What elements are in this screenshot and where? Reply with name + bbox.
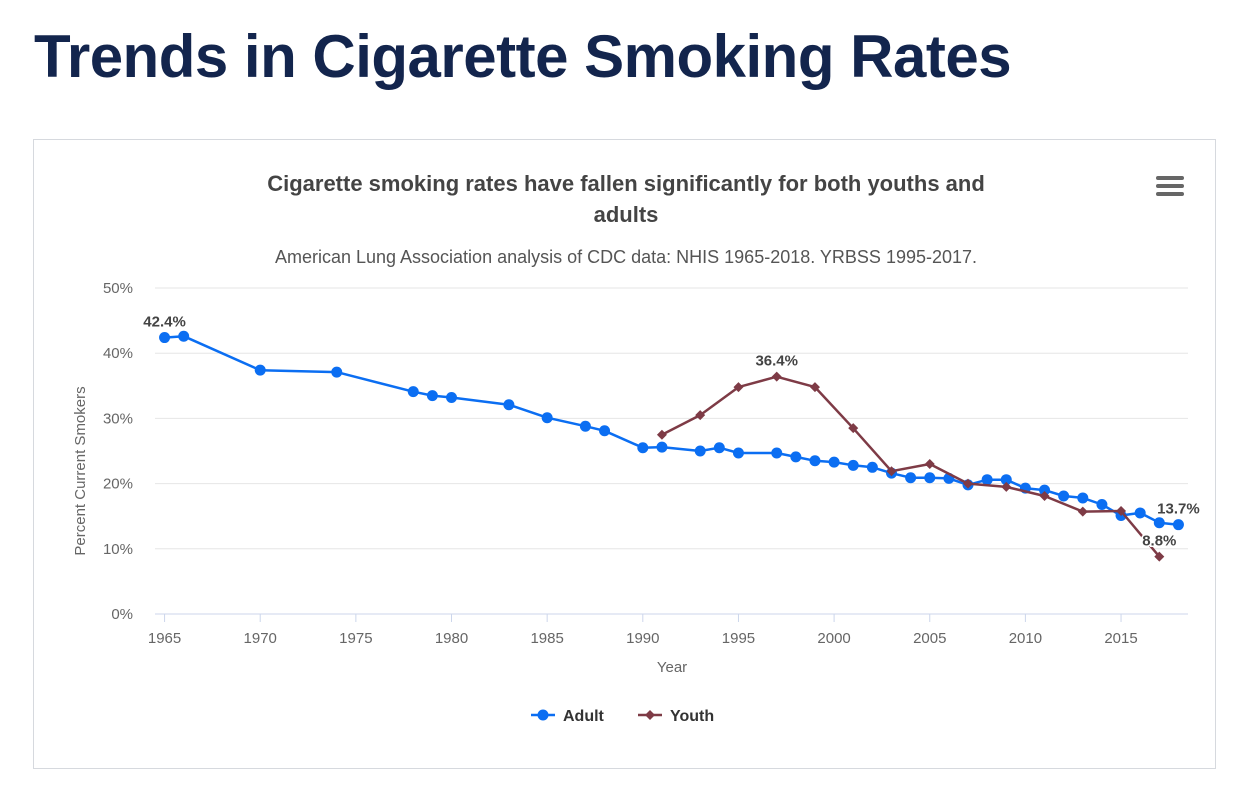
adult-point	[446, 392, 458, 404]
y-tick-label: 30%	[103, 410, 133, 427]
adult-data-label: 13.7%	[1157, 501, 1200, 518]
x-tick-label: 1980	[435, 630, 468, 647]
youth-point	[886, 466, 897, 477]
adult-point	[866, 461, 878, 473]
adult-point	[1096, 498, 1108, 510]
youth-point	[695, 410, 706, 421]
y-tick-label: 0%	[111, 606, 133, 623]
legend-item-youth[interactable]: Youth	[638, 708, 714, 725]
youth-line	[661, 375, 1161, 558]
adult-point	[847, 459, 859, 471]
hamburger-menu-icon[interactable]	[1156, 176, 1184, 200]
x-tick-label: 2005	[913, 630, 946, 647]
chart-title-line-2: adults	[594, 202, 659, 227]
chart-card: Cigarette smoking rates have fallen sign…	[33, 139, 1216, 769]
x-tick-label: 2000	[817, 630, 850, 647]
adult-point	[790, 451, 802, 463]
adult-point	[426, 390, 438, 402]
youth-point	[924, 459, 935, 470]
chart-subtitle: American Lung Association analysis of CD…	[275, 247, 977, 267]
youth-point	[771, 371, 782, 382]
adult-point	[924, 472, 936, 484]
line-chart: Cigarette smoking rates have fallen sign…	[72, 171, 1201, 725]
youth-point	[1077, 506, 1088, 517]
x-tick-label: 2015	[1104, 630, 1137, 647]
youth-point	[1154, 551, 1165, 562]
y-tick-label: 50%	[103, 280, 133, 297]
adult-point	[732, 447, 744, 459]
adult-point	[599, 425, 611, 437]
adult-series	[159, 330, 1184, 531]
adult-point	[1000, 474, 1012, 486]
adult-point	[981, 474, 993, 486]
adult-point	[637, 442, 649, 454]
youth-point	[1039, 490, 1050, 501]
youth-point	[809, 382, 820, 393]
adult-point	[771, 447, 783, 459]
youth-point	[1001, 481, 1012, 492]
adult-point	[1039, 484, 1051, 496]
legend-item-adult[interactable]: Adult	[531, 708, 605, 725]
adult-point	[1172, 519, 1184, 531]
youth-series	[656, 371, 1165, 562]
adult-point	[407, 386, 419, 398]
x-tick-label: 1990	[626, 630, 659, 647]
adult-point	[656, 441, 668, 453]
youth-data-label: 8.8%	[1142, 533, 1176, 550]
youth-point	[1116, 505, 1127, 516]
legend-label: Adult	[563, 708, 605, 725]
x-tick-label: 1970	[244, 630, 277, 647]
legend-marker	[645, 710, 655, 720]
x-tick-label: 1985	[530, 630, 563, 647]
youth-point	[656, 429, 667, 440]
adult-point	[694, 445, 706, 457]
adult-point	[809, 455, 821, 467]
y-axis-title: Percent Current Smokers	[72, 386, 89, 555]
adult-point	[828, 456, 840, 468]
x-axis-title: Year	[657, 659, 687, 676]
adult-point	[178, 330, 190, 342]
x-tick-label: 2010	[1009, 630, 1042, 647]
x-tick-label: 1975	[339, 630, 372, 647]
y-tick-label: 10%	[103, 541, 133, 558]
youth-point	[848, 423, 859, 434]
adult-point	[713, 442, 725, 454]
youth-point	[733, 382, 744, 393]
adult-data-label: 42.4%	[143, 314, 186, 331]
adult-point	[1077, 492, 1089, 504]
page-title: Trends in Cigarette Smoking Rates	[34, 23, 1012, 90]
youth-data-label: 36.4%	[755, 353, 798, 370]
legend-label: Youth	[670, 708, 714, 725]
y-tick-label: 40%	[103, 345, 133, 362]
adult-point	[579, 420, 591, 432]
adult-point	[1153, 517, 1165, 529]
x-tick-label: 1965	[148, 630, 181, 647]
legend-marker	[537, 709, 549, 721]
y-tick-label: 20%	[103, 476, 133, 493]
adult-point	[159, 332, 171, 344]
adult-point	[541, 412, 553, 424]
adult-point	[1058, 490, 1070, 502]
adult-point	[331, 366, 343, 378]
x-tick-label: 1995	[722, 630, 755, 647]
adult-point	[503, 399, 515, 411]
adult-point	[905, 472, 917, 484]
adult-point	[1134, 507, 1146, 519]
chart-title-line-1: Cigarette smoking rates have fallen sign…	[267, 171, 985, 196]
youth-point	[963, 478, 974, 489]
adult-point	[254, 364, 266, 376]
